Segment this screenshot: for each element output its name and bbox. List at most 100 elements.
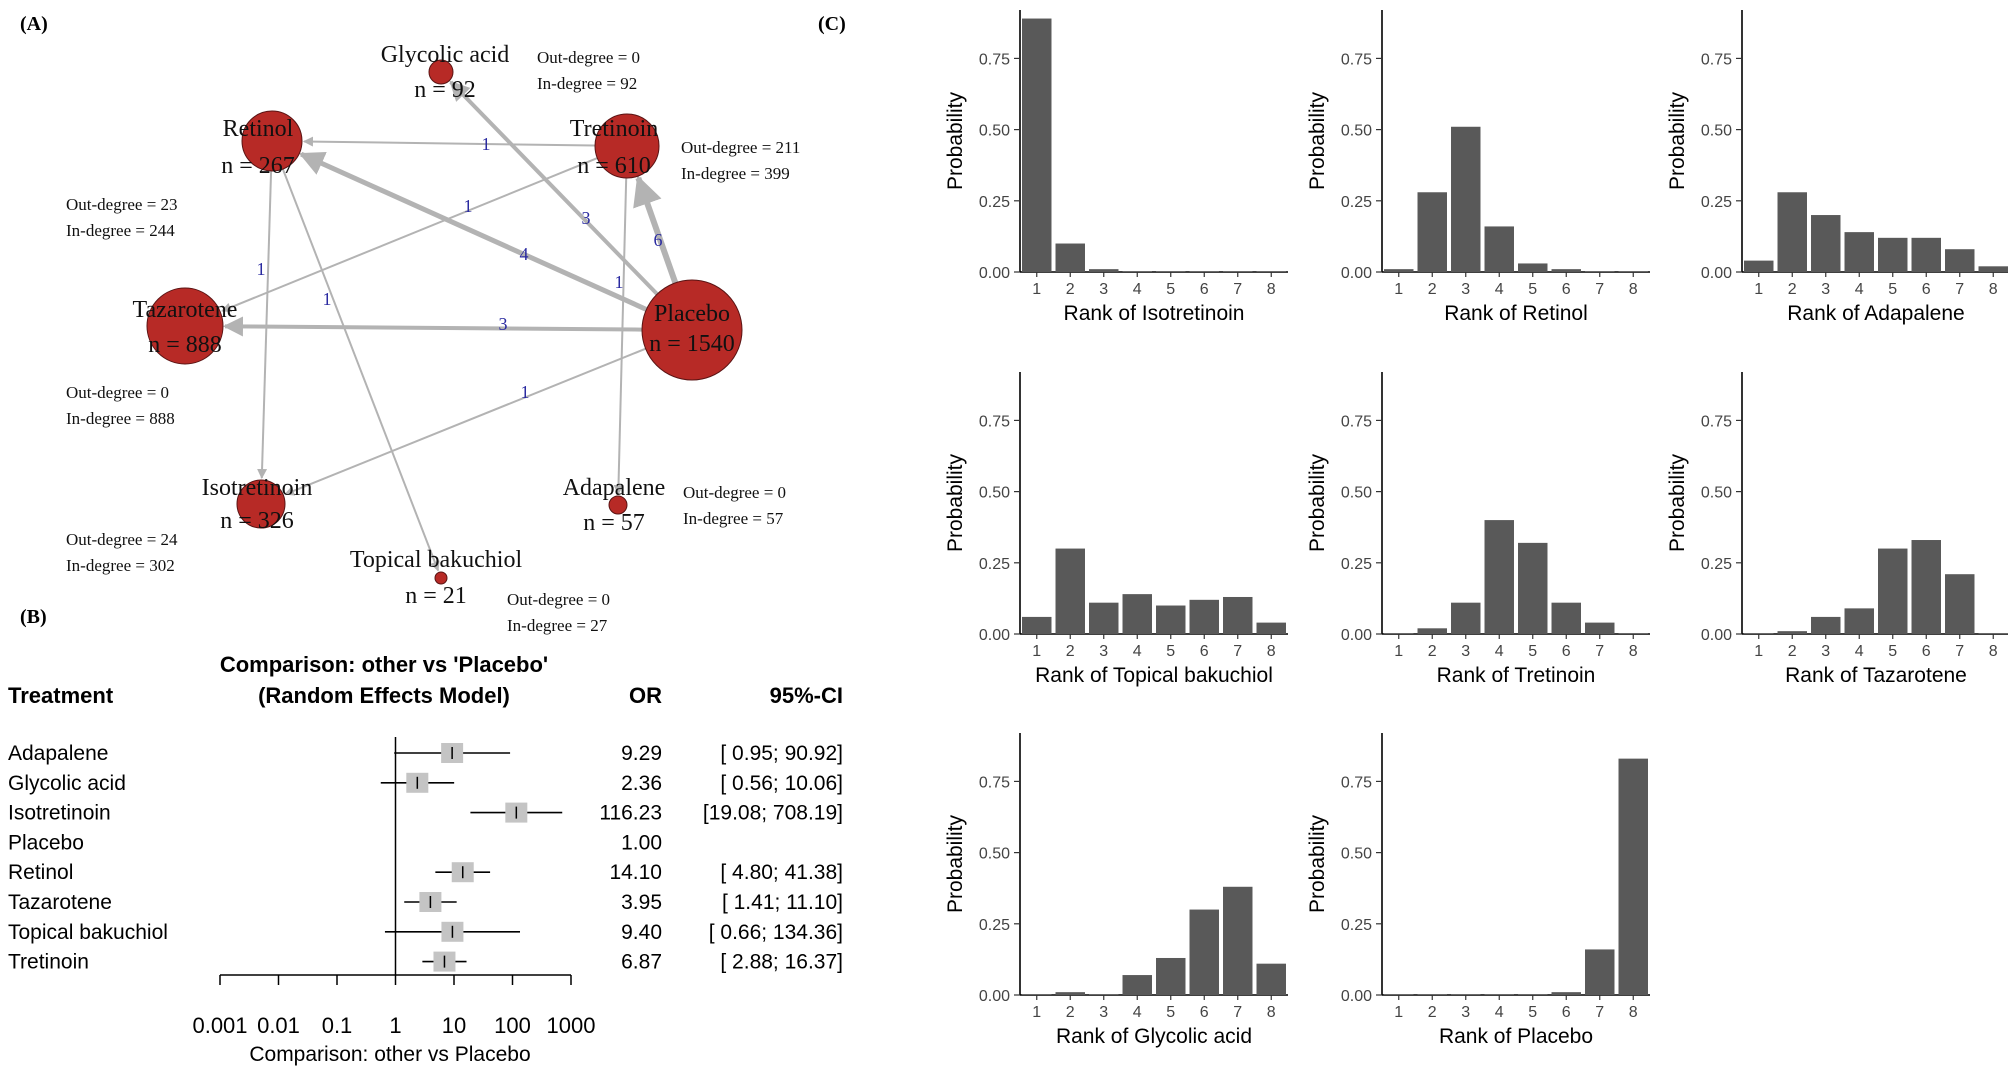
forest-row-or: 3.95 [621, 891, 662, 914]
x-tick-label: 2 [1428, 1004, 1437, 1021]
x-tick-label: 3 [1461, 281, 1470, 298]
node-n: n = 1540 [649, 331, 735, 357]
network-edges [221, 80, 679, 572]
y-tick-label: 0.00 [979, 265, 1010, 282]
bar [1256, 622, 1286, 634]
y-tick-label: 0.00 [1341, 265, 1372, 282]
y-tick-label: 0.25 [1701, 194, 1732, 211]
x-tick-label: 1 [1032, 1004, 1041, 1021]
in-degree: In-degree = 888 [66, 409, 175, 428]
col-ci: 95%-CI [770, 683, 843, 708]
y-tick-label: 0.25 [979, 917, 1010, 934]
bar [1223, 596, 1253, 634]
bar [1518, 542, 1548, 634]
forest-row-or: 14.10 [609, 861, 662, 884]
forest-row-ci: [ 4.80; 41.38] [720, 861, 843, 884]
x-tick-label: 8 [1629, 1004, 1638, 1021]
x-tick-label: 4 [1133, 1004, 1142, 1021]
bar [1618, 271, 1648, 272]
bar [1978, 266, 2008, 272]
x-tick-label: 1 [1754, 281, 1763, 298]
bar [1811, 616, 1841, 634]
bar [1451, 602, 1481, 634]
node-tretinoin [594, 113, 660, 179]
edge-tretinoin-retinol [302, 136, 596, 147]
bar [1384, 994, 1414, 995]
forest-x-label: Comparison: other vs Placebo [249, 1043, 530, 1066]
y-tick-label: 0.50 [1701, 123, 1732, 140]
forest-row-or: 6.87 [621, 951, 662, 974]
forest-row-ci: [ 0.95; 90.92] [720, 742, 843, 765]
x-tick-label: 8 [1267, 643, 1276, 660]
node-n: n = 267 [221, 153, 295, 179]
bar [1585, 949, 1615, 995]
bar [1945, 574, 1975, 634]
forest-row-name: Isotretinoin [8, 802, 111, 825]
rank-chart: 0.00 0.25 0.50 0.75 1 2 3 4 5 6 7 8 Rank of Glycolic… [944, 733, 1288, 1048]
in-degree: In-degree = 57 [683, 509, 784, 528]
node-n: n = 326 [220, 508, 294, 534]
bar [1189, 909, 1219, 995]
x-axis-label: Rank of Retinol [1444, 302, 1588, 325]
x-tick-label: 8 [1267, 281, 1276, 298]
x-tick-label: 8 [1989, 643, 1998, 660]
out-degree: Out-degree = 0 [537, 48, 640, 67]
x-axis-label: Rank of Glycolic acid [1056, 1025, 1252, 1048]
x-tick-label: 4 [1495, 1004, 1504, 1021]
x-tick-label: 4 [1495, 281, 1504, 298]
edge-label: 4 [520, 244, 529, 264]
y-tick-label: 0.75 [1701, 51, 1732, 68]
in-degree: In-degree = 302 [66, 556, 175, 575]
y-axis-label: Probability [1306, 453, 1329, 552]
out-degree: Out-degree = 0 [507, 590, 610, 609]
node-name: Placebo [654, 301, 730, 327]
bar [1156, 605, 1186, 634]
bar [1878, 237, 1908, 272]
forest-row-name: Retinol [8, 861, 73, 884]
panel-a-label: (A) [20, 13, 48, 35]
bar [1122, 594, 1152, 634]
out-degree: Out-degree = 0 [66, 383, 169, 402]
x-tick-label: 4 [1855, 281, 1864, 298]
bar [1777, 192, 1807, 272]
network-labels: 1 3 6 4 1 3 1 1 1 1 Glycolic acid n = 92 Out-degree … [66, 42, 800, 635]
forest-x-tick-label: 0.1 [322, 1013, 353, 1038]
y-tick-label: 0.25 [1701, 556, 1732, 573]
bar [1451, 126, 1481, 273]
bar [1484, 226, 1514, 272]
y-tick-label: 0.25 [1341, 556, 1372, 573]
bar [1585, 622, 1615, 634]
x-tick-label: 1 [1032, 281, 1041, 298]
bar [1777, 631, 1807, 634]
edge-label: 6 [654, 230, 663, 250]
y-axis-label: Probability [1306, 814, 1329, 913]
bar [1189, 271, 1219, 272]
y-tick-label: 0.50 [1341, 846, 1372, 863]
x-tick-label: 1 [1754, 643, 1763, 660]
y-axis-label: Probability [1666, 91, 1689, 190]
x-tick-label: 3 [1099, 643, 1108, 660]
x-tick-label: 5 [1528, 1004, 1537, 1021]
bar [1089, 602, 1119, 634]
bar [1585, 271, 1615, 272]
forest-row-ci: [ 0.56; 10.06] [720, 772, 843, 795]
y-tick-label: 0.00 [979, 627, 1010, 644]
y-tick-label: 0.50 [979, 846, 1010, 863]
x-axis-label: Rank of Placebo [1439, 1025, 1593, 1048]
out-degree: Out-degree = 0 [683, 483, 786, 502]
bar [1911, 540, 1941, 634]
forest-row-name: Glycolic acid [8, 772, 126, 795]
col-treatment: Treatment [8, 683, 114, 708]
bar [1055, 992, 1085, 995]
node-name: Adapalene [563, 475, 666, 501]
y-tick-label: 0.75 [1701, 413, 1732, 430]
x-tick-label: 3 [1099, 1004, 1108, 1021]
forest-row-ci: [ 1.41; 11.10] [722, 891, 843, 914]
forest-x-tick-label: 10 [442, 1013, 466, 1038]
y-tick-label: 0.00 [1701, 627, 1732, 644]
x-tick-label: 6 [1562, 643, 1571, 660]
node-adapalene [608, 495, 628, 515]
in-degree: In-degree = 27 [507, 616, 608, 635]
forest-row-ci: [ 0.66; 134.36] [709, 921, 843, 944]
y-tick-label: 0.00 [1341, 627, 1372, 644]
